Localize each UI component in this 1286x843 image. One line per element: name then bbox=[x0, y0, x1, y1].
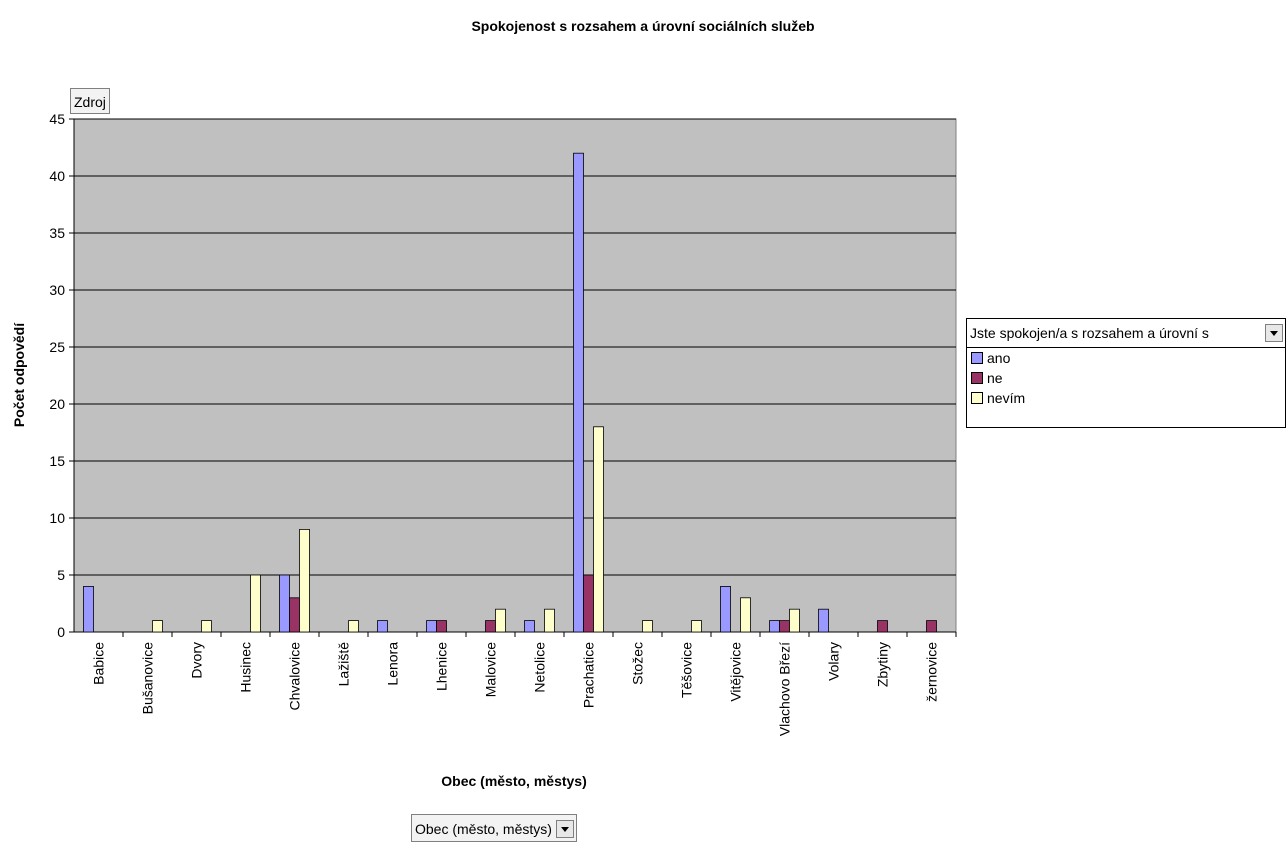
bar-ano-Lenora bbox=[377, 620, 388, 633]
source-field-button[interactable]: Zdroj bbox=[70, 88, 110, 114]
y-tick-label: 40 bbox=[49, 168, 65, 184]
x-tick-label: Volary bbox=[826, 642, 842, 681]
bar-nevím-Lažiště bbox=[348, 620, 359, 633]
legend-swatch-ano bbox=[971, 352, 983, 364]
plot-area bbox=[73, 118, 957, 633]
bar-ne-Zbytiny bbox=[877, 620, 888, 633]
x-tick-label: Zbytiny bbox=[875, 642, 891, 687]
x-tick-label: Lažiště bbox=[336, 642, 352, 687]
x-tick-label: Vlachovo Březí bbox=[777, 642, 793, 736]
y-tick-label: 30 bbox=[49, 282, 65, 298]
x-tick-label: Lhenice bbox=[434, 642, 450, 691]
legend-label-ne: ne bbox=[987, 370, 1003, 386]
x-tick-label: Bušanovice bbox=[140, 642, 156, 715]
y-axis-label: Počet odpovědí bbox=[11, 322, 27, 427]
bar-ne-žernovice bbox=[926, 620, 937, 633]
chart-title: Spokojenost s rozsahem a úrovní sociální… bbox=[471, 18, 815, 34]
y-tick-label: 20 bbox=[49, 396, 65, 412]
bar-ne-Lhenice bbox=[436, 620, 447, 633]
x-tick-label: Husinec bbox=[238, 642, 254, 693]
bar-nevím-Dvory bbox=[201, 620, 212, 633]
bar-nevím-Stožec bbox=[642, 620, 653, 633]
x-tick-label: Stožec bbox=[630, 642, 646, 685]
x-tick-label: Malovice bbox=[483, 642, 499, 697]
x-tick-label: žernovice bbox=[924, 642, 940, 702]
x-axis-label: Obec (město, městys) bbox=[441, 773, 587, 789]
category-field-dropdown[interactable]: Obec (město, městys) bbox=[411, 814, 577, 842]
legend-item-ano: ano bbox=[967, 348, 1285, 368]
x-tick-label: Prachatice bbox=[581, 642, 597, 708]
bar-ne-Vlachovo Březí bbox=[779, 620, 790, 633]
bar-nevím-Prachatice bbox=[593, 426, 604, 633]
bar-ano-Prachatice bbox=[573, 152, 584, 633]
legend-field-dropdown[interactable]: Jste spokojen/a s rozsahem a úrovní s bbox=[967, 319, 1285, 348]
y-tick-label: 10 bbox=[49, 510, 65, 526]
bar-ano-Volary bbox=[818, 608, 829, 633]
bar-nevím-Malovice bbox=[495, 608, 506, 633]
bar-nevím-Netolice bbox=[544, 608, 555, 633]
bar-nevím-Chvalovice bbox=[299, 529, 310, 633]
legend-field-label: Jste spokojen/a s rozsahem a úrovní s bbox=[970, 325, 1209, 341]
legend: Jste spokojen/a s rozsahem a úrovní s an… bbox=[966, 318, 1286, 428]
x-tick-label: Chvalovice bbox=[287, 642, 303, 711]
y-tick-label: 35 bbox=[49, 225, 65, 241]
bar-ano-Netolice bbox=[524, 620, 535, 633]
y-tick-label: 5 bbox=[57, 567, 65, 583]
y-tick-label: 25 bbox=[49, 339, 65, 355]
bar-ne-Chvalovice bbox=[289, 597, 300, 633]
bar-ano-Vlachovo Březí bbox=[769, 620, 780, 633]
x-tick-label: Těšovice bbox=[679, 642, 695, 698]
x-tick-label: Dvory bbox=[189, 642, 205, 679]
category-field-label: Obec (město, městys) bbox=[415, 821, 552, 837]
bar-ano-Lhenice bbox=[426, 620, 437, 633]
y-tick-label: 15 bbox=[49, 453, 65, 469]
bar-nevím-Těšovice bbox=[691, 620, 702, 633]
legend-item-ne: ne bbox=[967, 368, 1285, 388]
y-tick-label: 0 bbox=[57, 624, 65, 640]
chevron-down-icon[interactable] bbox=[1265, 324, 1283, 342]
bar-nevím-Husinec bbox=[250, 574, 261, 633]
legend-label-nevim: nevím bbox=[987, 390, 1026, 406]
bar-ne-Prachatice bbox=[583, 574, 594, 633]
x-tick-label: Babice bbox=[91, 642, 107, 685]
x-tick-label: Netolice bbox=[532, 642, 548, 693]
bar-nevím-Bušanovice bbox=[152, 620, 163, 633]
legend-item-nevim: nevím bbox=[967, 388, 1285, 408]
bar-ano-Babice bbox=[83, 586, 94, 633]
chevron-down-icon[interactable] bbox=[555, 820, 574, 838]
bar-nevím-Vlachovo Březí bbox=[789, 608, 800, 633]
y-tick-label: 45 bbox=[49, 111, 65, 127]
x-tick-label: Lenora bbox=[385, 642, 401, 686]
bar-ano-Vitějovice bbox=[720, 586, 731, 633]
bar-ne-Malovice bbox=[485, 620, 496, 633]
bar-ano-Chvalovice bbox=[279, 574, 290, 633]
legend-swatch-ne bbox=[971, 372, 983, 384]
x-tick-label: Vitějovice bbox=[728, 642, 744, 702]
legend-label-ano: ano bbox=[987, 350, 1011, 366]
bar-nevím-Vitějovice bbox=[740, 597, 751, 633]
legend-swatch-nevim bbox=[971, 392, 983, 404]
